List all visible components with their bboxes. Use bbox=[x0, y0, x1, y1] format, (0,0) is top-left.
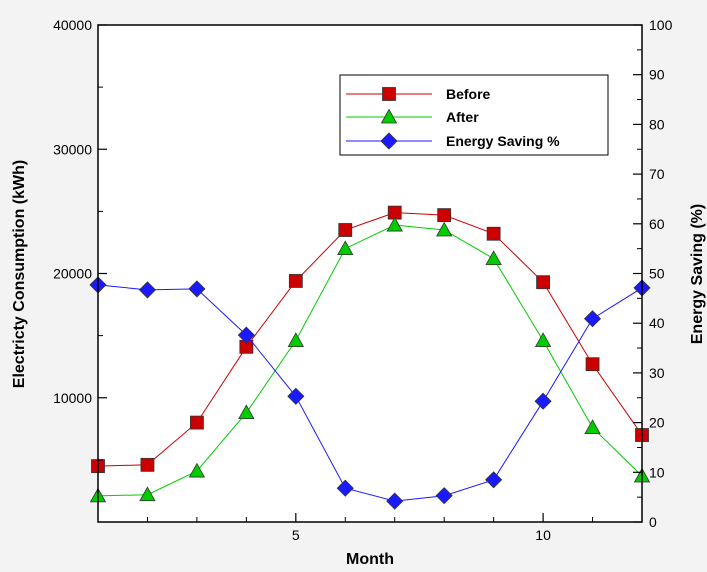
data-point-energy-saving bbox=[485, 471, 503, 489]
data-point-after bbox=[337, 240, 354, 256]
data-point-before bbox=[536, 275, 550, 290]
y-right-tick-label: 90 bbox=[649, 67, 665, 83]
y-left-tick-label: 10000 bbox=[53, 390, 92, 406]
x-tick-label: 5 bbox=[292, 527, 300, 543]
legend-item-before: Before bbox=[346, 86, 491, 102]
data-point-energy-saving bbox=[534, 392, 552, 410]
data-point-after bbox=[287, 332, 304, 347]
data-point-energy-saving bbox=[237, 326, 255, 344]
legend-marker bbox=[380, 108, 398, 124]
data-point-after bbox=[238, 404, 255, 420]
y-left-tick-label: 30000 bbox=[53, 141, 92, 157]
data-point-energy-saving bbox=[583, 310, 602, 328]
data-point-energy-saving bbox=[386, 492, 404, 510]
legend-label: After bbox=[446, 109, 479, 125]
data-point-after bbox=[436, 221, 453, 237]
data-point-before bbox=[437, 208, 452, 223]
y-right-tick-label: 50 bbox=[649, 266, 665, 282]
x-tick-label: 10 bbox=[535, 527, 551, 543]
y-axis-right-title: Energy Saving (%) bbox=[689, 204, 706, 344]
y-right-tick-label: 0 bbox=[649, 514, 657, 530]
series-energy-saving bbox=[89, 276, 651, 510]
data-point-after bbox=[534, 332, 552, 347]
series-line-after bbox=[97, 224, 643, 497]
y-right-tick-label: 70 bbox=[649, 166, 665, 182]
y-right-tick-label: 20 bbox=[649, 415, 665, 431]
data-point-after bbox=[485, 250, 502, 265]
data-point-energy-saving bbox=[188, 280, 206, 298]
y-right-tick-label: 30 bbox=[649, 365, 665, 381]
legend: Before After Energy Saving % bbox=[339, 74, 609, 156]
y-right-tick-label: 60 bbox=[649, 216, 665, 232]
x-axis-title: Month bbox=[346, 551, 394, 568]
data-point-before bbox=[486, 226, 501, 241]
y-right-tick-label: 100 bbox=[649, 17, 673, 33]
data-point-before bbox=[140, 457, 155, 472]
series-before bbox=[91, 205, 649, 473]
data-point-before bbox=[585, 357, 600, 372]
y-left-tick-label: 20000 bbox=[53, 266, 92, 282]
data-point-energy-saving bbox=[287, 387, 305, 405]
legend-label: Before bbox=[446, 86, 491, 102]
data-point-before bbox=[190, 415, 204, 430]
legend-marker bbox=[382, 87, 396, 101]
data-point-energy-saving bbox=[336, 479, 354, 497]
y-right-tick-label: 40 bbox=[649, 315, 665, 331]
y-right-tick-label: 10 bbox=[649, 464, 665, 480]
data-point-after bbox=[584, 419, 601, 434]
legend-item-energy-saving: Energy Saving % bbox=[346, 132, 560, 150]
data-point-after bbox=[139, 486, 156, 502]
data-point-energy-saving bbox=[138, 281, 157, 299]
y-right-tick-label: 80 bbox=[649, 116, 665, 132]
data-point-before bbox=[288, 274, 303, 288]
y-left-tick-label: 40000 bbox=[53, 17, 92, 33]
legend-item-after: After bbox=[346, 108, 479, 125]
data-point-after bbox=[386, 216, 403, 232]
data-point-energy-saving bbox=[435, 487, 453, 505]
data-point-before bbox=[338, 223, 353, 237]
legend-marker bbox=[380, 132, 398, 150]
legend-label: Energy Saving % bbox=[446, 133, 560, 149]
data-point-after bbox=[188, 462, 206, 478]
y-axis-left-title: Electricty Consumption (kWh) bbox=[11, 160, 28, 388]
series-line-before bbox=[97, 212, 643, 467]
